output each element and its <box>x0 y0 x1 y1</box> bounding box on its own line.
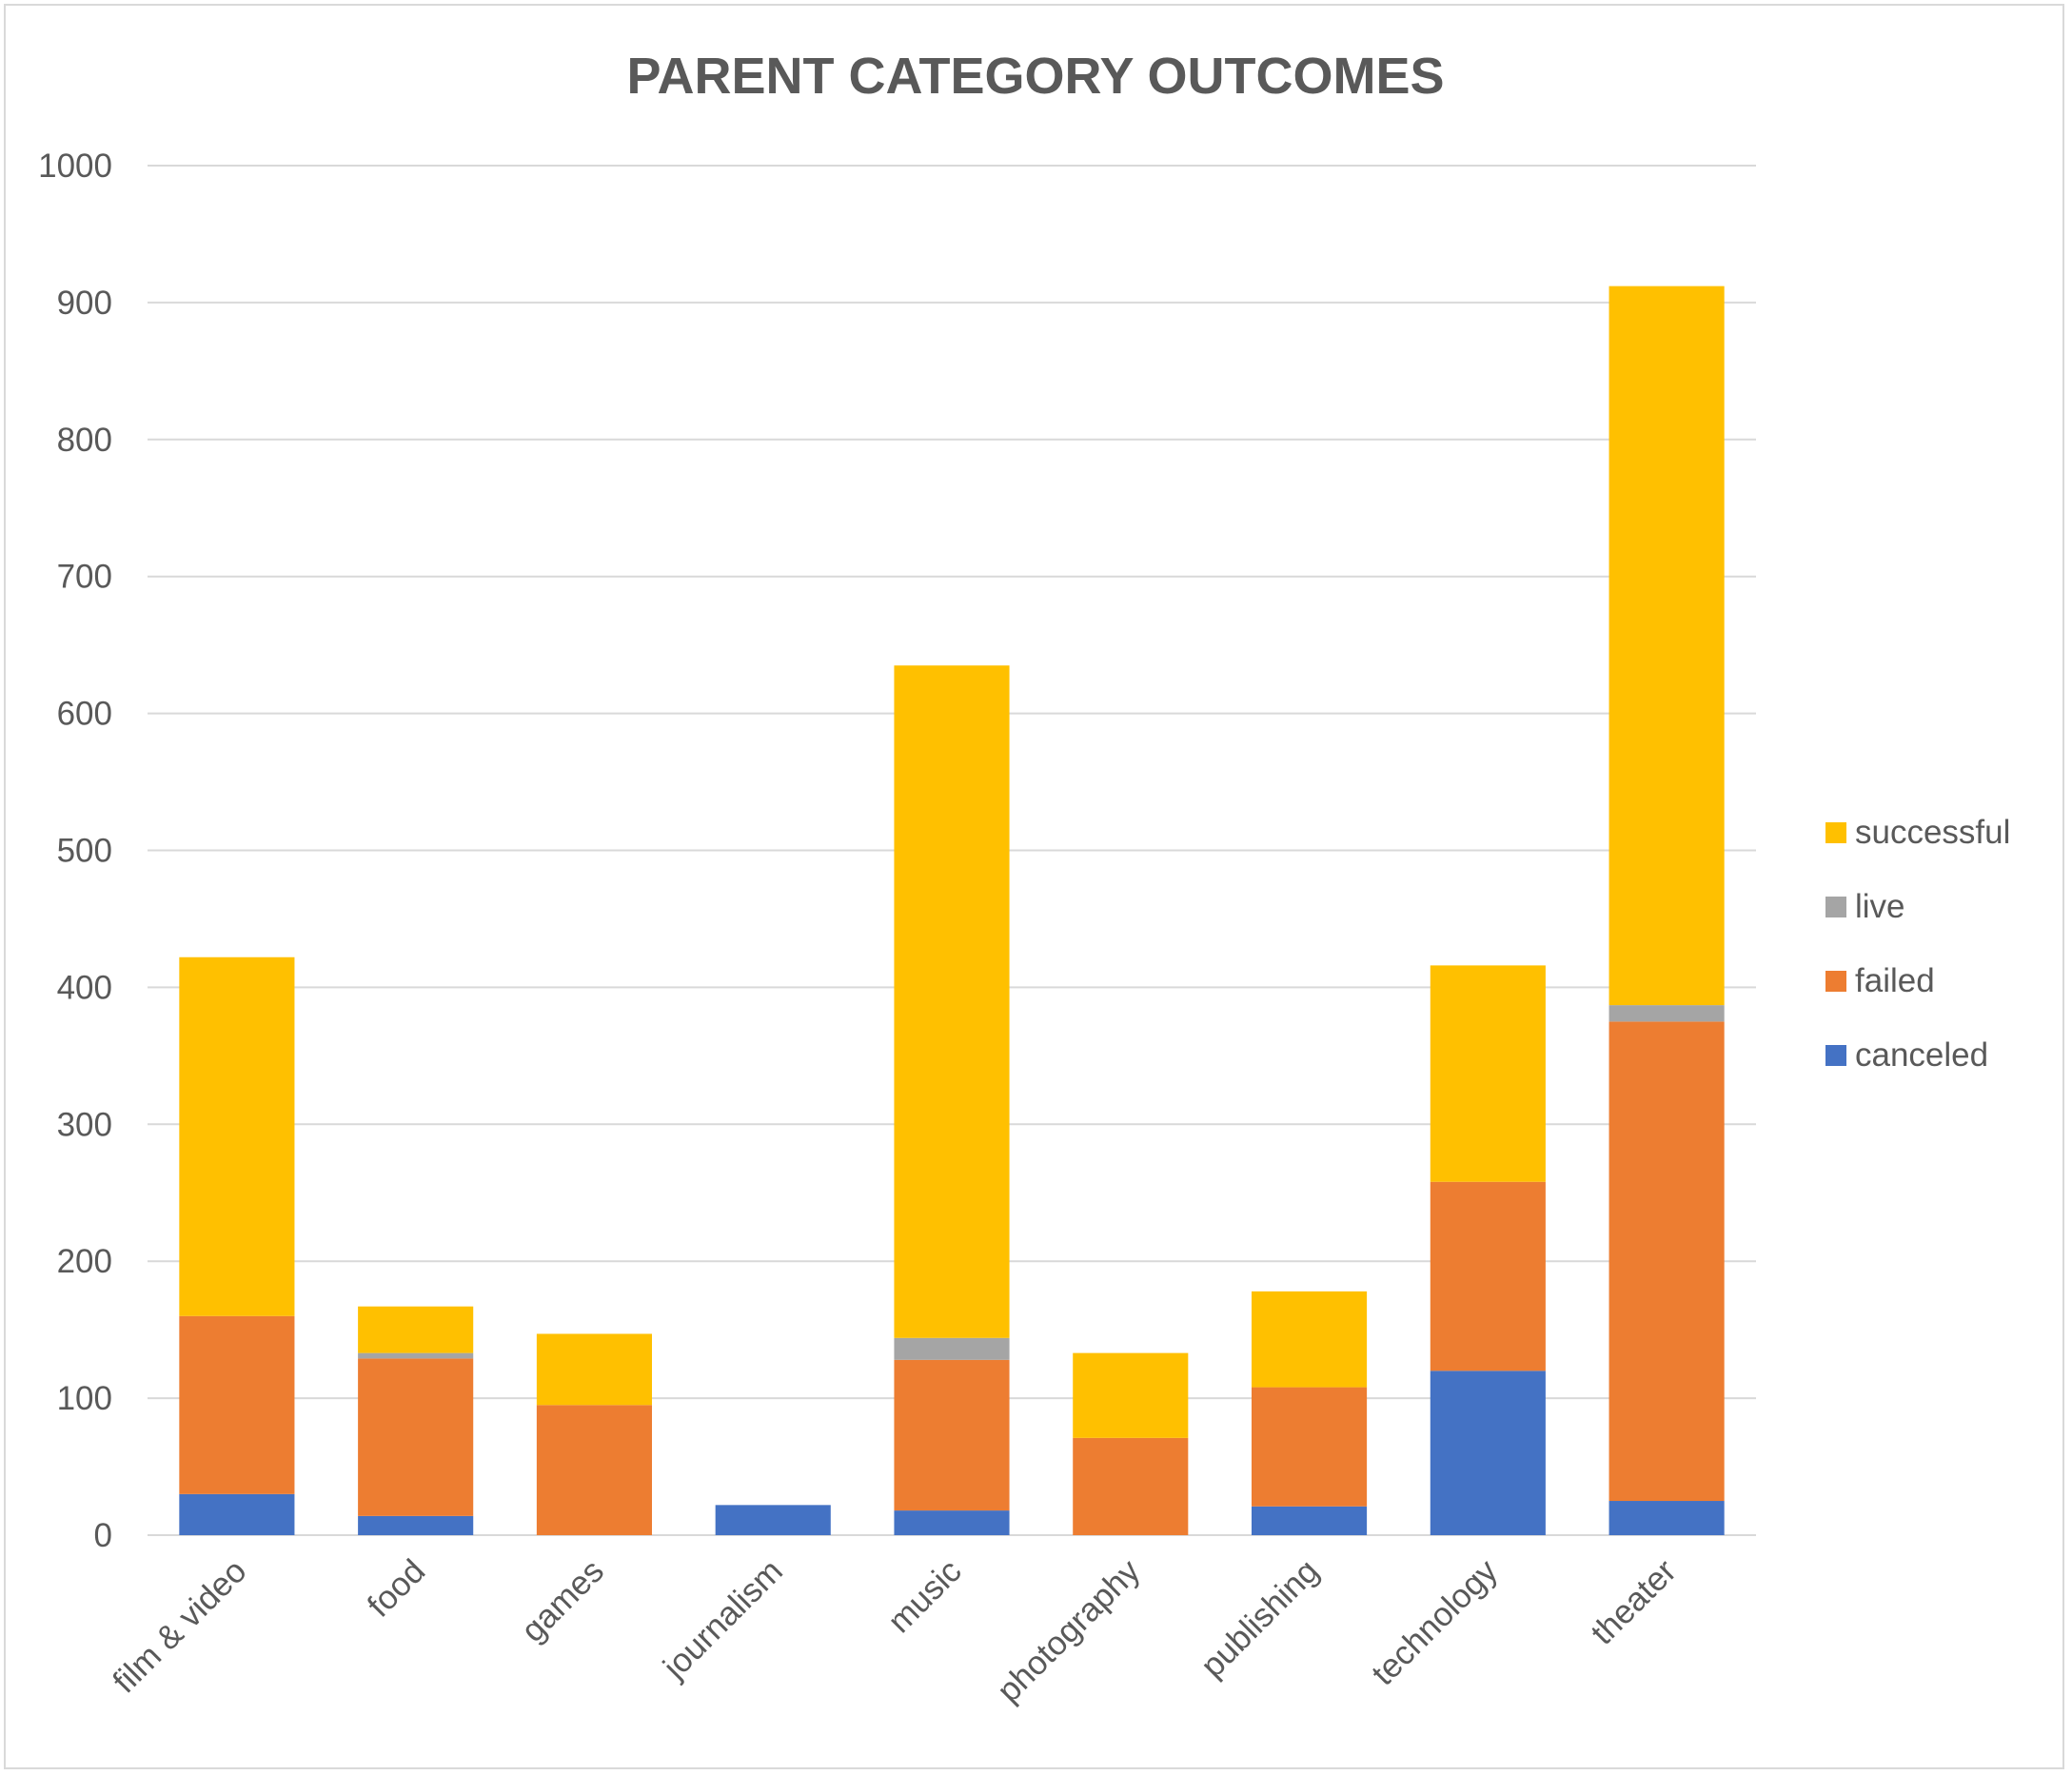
bar-segment-canceled <box>715 1505 831 1535</box>
bar-segment-live <box>1608 1005 1725 1022</box>
bar-segment-successful <box>536 1333 653 1406</box>
y-tick-label: 600 <box>57 696 112 733</box>
bar-segment-successful <box>179 957 295 1316</box>
bar-segment-successful <box>358 1306 474 1353</box>
x-tick-label: photography <box>990 1552 1148 1710</box>
x-tick-label: publishing <box>1194 1552 1326 1685</box>
y-tick-label: 300 <box>57 1106 112 1143</box>
bar-segment-successful <box>894 665 1010 1338</box>
chart-title: PARENT CATEGORY OUTCOMES <box>626 48 1444 105</box>
bar-segment-successful <box>1251 1291 1368 1388</box>
bar-segment-canceled <box>1430 1371 1546 1535</box>
y-tick-label: 800 <box>57 422 112 459</box>
bar-segment-failed <box>1251 1387 1368 1507</box>
legend-swatch-canceled <box>1825 1045 1846 1066</box>
bar-segment-canceled <box>1251 1506 1368 1535</box>
y-axis-tick-labels: 0 100 200 300 400 500 600 700 800 900 1000 <box>38 148 112 1554</box>
legend-swatch-successful <box>1825 822 1846 843</box>
legend-label-live: live <box>1855 888 1905 925</box>
bar-segment-failed <box>1073 1437 1189 1535</box>
y-tick-label: 0 <box>94 1517 112 1554</box>
y-tick-label: 1000 <box>38 148 112 185</box>
bar-segment-live <box>358 1352 474 1359</box>
bar-segment-failed <box>179 1315 295 1494</box>
x-tick-label: music <box>880 1552 968 1640</box>
bar-segment-canceled <box>358 1515 474 1535</box>
x-tick-label: theater <box>1584 1552 1684 1652</box>
legend-label-successful: successful <box>1855 814 2010 851</box>
x-tick-label: film & video <box>106 1552 253 1700</box>
bar-segment-failed <box>1608 1021 1725 1502</box>
bar-segment-successful <box>1608 286 1725 1006</box>
legend-label-canceled: canceled <box>1855 1036 1988 1074</box>
x-tick-label: food <box>361 1552 433 1625</box>
x-tick-label: games <box>514 1552 611 1649</box>
bar-segment-failed <box>1430 1181 1546 1371</box>
bar-segment-successful <box>1073 1352 1189 1438</box>
bar-segment-canceled <box>894 1510 1010 1535</box>
y-tick-label: 500 <box>57 833 112 870</box>
y-tick-label: 700 <box>57 559 112 596</box>
y-tick-label: 900 <box>57 285 112 322</box>
x-axis-tick-labels: film & video food games journalism music phot… <box>106 1552 1684 1710</box>
x-tick-label: technology <box>1365 1552 1506 1693</box>
bars <box>179 286 1725 1535</box>
bar-segment-canceled <box>1608 1501 1725 1535</box>
legend: successful live failed canceled <box>1825 814 2010 1074</box>
bar-segment-failed <box>536 1405 653 1535</box>
bar-segment-canceled <box>179 1493 295 1535</box>
y-tick-label: 100 <box>57 1380 112 1417</box>
bar-segment-live <box>894 1337 1010 1360</box>
legend-label-failed: failed <box>1855 962 1935 999</box>
x-tick-label: journalism <box>656 1552 790 1686</box>
y-tick-label: 400 <box>57 969 112 1006</box>
legend-swatch-failed <box>1825 971 1846 992</box>
bar-segment-failed <box>894 1359 1010 1511</box>
bar-segment-failed <box>358 1358 474 1516</box>
bar-segment-successful <box>1430 965 1546 1182</box>
legend-swatch-live <box>1825 897 1846 917</box>
y-tick-label: 200 <box>57 1243 112 1280</box>
